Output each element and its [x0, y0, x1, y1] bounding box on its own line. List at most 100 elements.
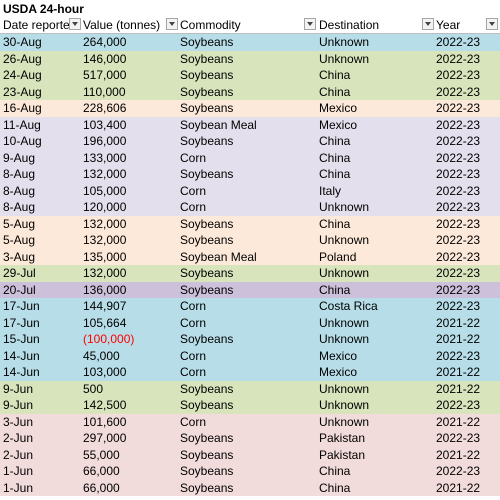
table-row[interactable]: 29-Jul 132,000 Soybeans Unknown 2022-23 — [0, 265, 500, 282]
cell-value[interactable]: 132,000 — [83, 167, 127, 181]
table-row[interactable]: 8-Aug 132,000 Soybeans China 2022-23 — [0, 166, 500, 183]
cell-year[interactable]: 2021-22 — [436, 480, 481, 495]
header-destination[interactable]: Destination — [316, 17, 435, 33]
cell-date[interactable]: 3-Aug — [3, 249, 36, 264]
cell-destination[interactable]: Pakistan — [319, 431, 366, 445]
cell-destination[interactable]: Italy — [319, 183, 342, 198]
header-year[interactable]: Year — [433, 17, 499, 33]
cell-year[interactable]: 2022-23 — [436, 117, 481, 132]
cell-value[interactable]: 517,000 — [83, 68, 127, 82]
cell-date[interactable]: 26-Aug — [3, 51, 42, 66]
cell-commodity[interactable]: Corn — [180, 315, 207, 330]
table-row[interactable]: 14-Jun 103,000 Corn Mexico 2021-22 — [0, 364, 500, 381]
cell-value[interactable]: 132,000 — [83, 233, 127, 247]
cell-commodity[interactable]: Soybeans — [180, 216, 234, 231]
cell-commodity[interactable]: Corn — [180, 200, 207, 214]
cell-year[interactable]: 2021-22 — [436, 332, 481, 346]
cell-value[interactable]: 135,000 — [83, 249, 127, 264]
cell-date[interactable]: 10-Aug — [3, 134, 42, 148]
cell-year[interactable]: 2022-23 — [436, 68, 481, 82]
cell-commodity[interactable]: Soybeans — [180, 134, 234, 148]
cell-year[interactable]: 2022-23 — [436, 101, 481, 115]
table-row[interactable]: 17-Jun 144,907 Corn Costa Rica 2022-23 — [0, 298, 500, 315]
table-row[interactable]: 24-Aug 517,000 Soybeans China 2022-23 — [0, 67, 500, 84]
cell-commodity[interactable]: Soybeans — [180, 84, 234, 99]
cell-destination[interactable]: Mexico — [319, 117, 358, 132]
cell-date[interactable]: 24-Aug — [3, 68, 42, 82]
cell-commodity[interactable]: Corn — [180, 414, 207, 429]
cell-commodity[interactable]: Soybeans — [180, 35, 234, 49]
cell-year[interactable]: 2022-23 — [436, 431, 481, 445]
cell-commodity[interactable]: Soybeans — [180, 381, 234, 396]
cell-year[interactable]: 2022-23 — [436, 398, 481, 412]
cell-commodity[interactable]: Soybeans — [180, 282, 234, 297]
cell-value[interactable]: 228,606 — [83, 101, 127, 115]
cell-value[interactable]: 132,000 — [83, 216, 127, 231]
cell-destination[interactable]: China — [319, 84, 351, 99]
cell-date[interactable]: 2-Jun — [3, 431, 34, 445]
cell-value[interactable]: 55,000 — [83, 447, 120, 462]
cell-commodity[interactable]: Soybeans — [180, 431, 234, 445]
cell-destination[interactable]: China — [319, 480, 351, 495]
table-row[interactable]: 5-Aug 132,000 Soybeans Unknown 2022-23 — [0, 232, 500, 249]
table-row[interactable]: 26-Aug 146,000 Soybeans Unknown 2022-23 — [0, 50, 500, 67]
cell-year[interactable]: 2022-23 — [436, 200, 481, 214]
cell-commodity[interactable]: Soybeans — [180, 398, 234, 412]
table-row[interactable]: 5-Aug 132,000 Soybeans China 2022-23 — [0, 215, 500, 232]
table-row[interactable]: 3-Aug 135,000 Soybean Meal Poland 2022-23 — [0, 248, 500, 265]
cell-value[interactable]: 105,664 — [83, 315, 127, 330]
cell-commodity[interactable]: Soybeans — [180, 464, 234, 478]
cell-year[interactable]: 2021-22 — [436, 365, 481, 379]
cell-destination[interactable]: Unknown — [319, 266, 370, 280]
header-commodity[interactable]: Commodity — [177, 17, 317, 33]
cell-year[interactable]: 2022-23 — [436, 183, 481, 198]
cell-year[interactable]: 2021-22 — [436, 315, 481, 330]
cell-value[interactable]: 103,400 — [83, 117, 127, 132]
cell-commodity[interactable]: Corn — [180, 299, 207, 313]
cell-date[interactable]: 14-Jun — [3, 365, 40, 379]
table-row[interactable]: 16-Aug 228,606 Soybeans Mexico 2022-23 — [0, 100, 500, 117]
cell-destination[interactable]: Pakistan — [319, 447, 366, 462]
cell-year[interactable]: 2021-22 — [436, 447, 481, 462]
table-row[interactable]: 23-Aug 110,000 Soybeans China 2022-23 — [0, 83, 500, 100]
cell-destination[interactable]: China — [319, 68, 351, 82]
cell-destination[interactable]: Poland — [319, 249, 357, 264]
filter-dropdown-icon[interactable] — [166, 18, 178, 30]
table-row[interactable]: 9-Jun 142,500 Soybeans Unknown 2022-23 — [0, 397, 500, 414]
cell-value[interactable]: 264,000 — [83, 35, 127, 49]
cell-year[interactable]: 2022-23 — [436, 266, 481, 280]
cell-commodity[interactable]: Soybeans — [180, 167, 234, 181]
cell-value[interactable]: 120,000 — [83, 200, 127, 214]
cell-year[interactable]: 2022-23 — [436, 150, 481, 165]
table-row[interactable]: 1-Jun 66,000 Soybeans China 2022-23 — [0, 463, 500, 480]
table-row[interactable]: 8-Aug 105,000 Corn Italy 2022-23 — [0, 182, 500, 199]
cell-value[interactable]: 132,000 — [83, 266, 127, 280]
cell-commodity[interactable]: Soybeans — [180, 68, 234, 82]
table-row[interactable]: 9-Aug 133,000 Corn China 2022-23 — [0, 149, 500, 166]
cell-year[interactable]: 2022-23 — [436, 233, 481, 247]
cell-destination[interactable]: China — [319, 167, 351, 181]
cell-year[interactable]: 2022-23 — [436, 464, 481, 478]
cell-year[interactable]: 2022-23 — [436, 51, 481, 66]
cell-year[interactable]: 2022-23 — [436, 35, 481, 49]
cell-date[interactable]: 15-Jun — [3, 332, 40, 346]
cell-date[interactable]: 3-Jun — [3, 414, 34, 429]
table-row[interactable]: 3-Jun 101,600 Corn Unknown 2021-22 — [0, 413, 500, 430]
filter-dropdown-icon[interactable] — [69, 18, 81, 30]
cell-date[interactable]: 2-Jun — [3, 447, 34, 462]
cell-date[interactable]: 20-Jul — [3, 282, 36, 297]
cell-date[interactable]: 1-Jun — [3, 464, 34, 478]
cell-value[interactable]: 66,000 — [83, 480, 120, 495]
cell-destination[interactable]: Unknown — [319, 414, 370, 429]
table-row[interactable]: 1-Jun 66,000 Soybeans China 2021-22 — [0, 479, 500, 496]
cell-destination[interactable]: China — [319, 282, 351, 297]
cell-destination[interactable]: Unknown — [319, 233, 370, 247]
cell-year[interactable]: 2022-23 — [436, 348, 481, 363]
cell-commodity[interactable]: Soybeans — [180, 480, 234, 495]
cell-date[interactable]: 9-Jun — [3, 398, 34, 412]
cell-destination[interactable]: China — [319, 216, 351, 231]
cell-value[interactable]: 144,907 — [83, 299, 127, 313]
cell-date[interactable]: 8-Aug — [3, 167, 36, 181]
cell-commodity[interactable]: Soybeans — [180, 233, 234, 247]
cell-date[interactable]: 16-Aug — [3, 101, 42, 115]
